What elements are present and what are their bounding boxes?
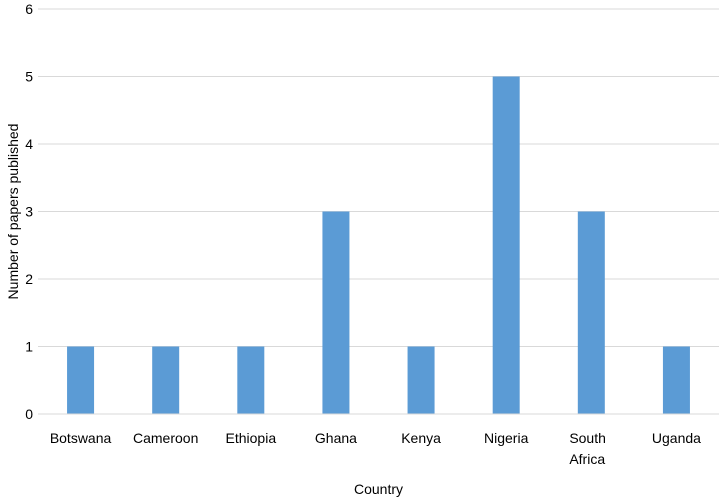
x-tick-label: Cameroon [133, 430, 198, 446]
x-tick-label-line: Africa [569, 451, 605, 467]
x-tick-label-line: South [569, 430, 606, 446]
x-tick-label: Uganda [652, 430, 701, 446]
y-tick-label: 4 [25, 136, 33, 152]
x-tick-label-line: Nigeria [484, 430, 529, 446]
y-tick-label: 1 [25, 339, 33, 355]
bars [67, 76, 690, 414]
bar-botswana [67, 346, 95, 414]
bar-cameroon [152, 346, 180, 414]
x-tick-label: Nigeria [484, 430, 529, 446]
x-axis-title: Country [354, 481, 403, 497]
x-tick-label: Kenya [401, 430, 441, 446]
x-tick-label-line: Botswana [50, 430, 112, 446]
y-axis-tick-labels: 0 1 2 3 4 5 6 [25, 1, 33, 422]
x-tick-label: South Africa [569, 430, 606, 467]
x-tick-label-line: Cameroon [133, 430, 198, 446]
bar-kenya [407, 346, 435, 414]
y-axis-title: Number of papers published [5, 124, 21, 300]
x-tick-label: Ghana [315, 430, 357, 446]
x-axis-tick-labels: Botswana Cameroon Ethiopia Ghana Kenya Nigeri… [50, 430, 701, 467]
x-tick-label: Ethiopia [226, 430, 277, 446]
y-tick-label: 3 [25, 204, 33, 220]
bar-ethiopia [237, 346, 265, 414]
bar-south-africa [577, 211, 605, 414]
y-tick-label: 2 [25, 271, 33, 287]
y-tick-label: 5 [25, 69, 33, 85]
x-tick-label-line: Ethiopia [226, 430, 277, 446]
x-tick-label-line: Kenya [401, 430, 441, 446]
bar-uganda [662, 346, 690, 414]
y-tick-label: 6 [25, 1, 33, 17]
x-tick-label-line: Ghana [315, 430, 357, 446]
y-tick-label: 0 [25, 406, 33, 422]
bar-ghana [322, 211, 350, 414]
gridlines [38, 8, 719, 347]
x-tick-label-line: Uganda [652, 430, 701, 446]
x-tick-label: Botswana [50, 430, 112, 446]
bar-nigeria [492, 76, 520, 414]
